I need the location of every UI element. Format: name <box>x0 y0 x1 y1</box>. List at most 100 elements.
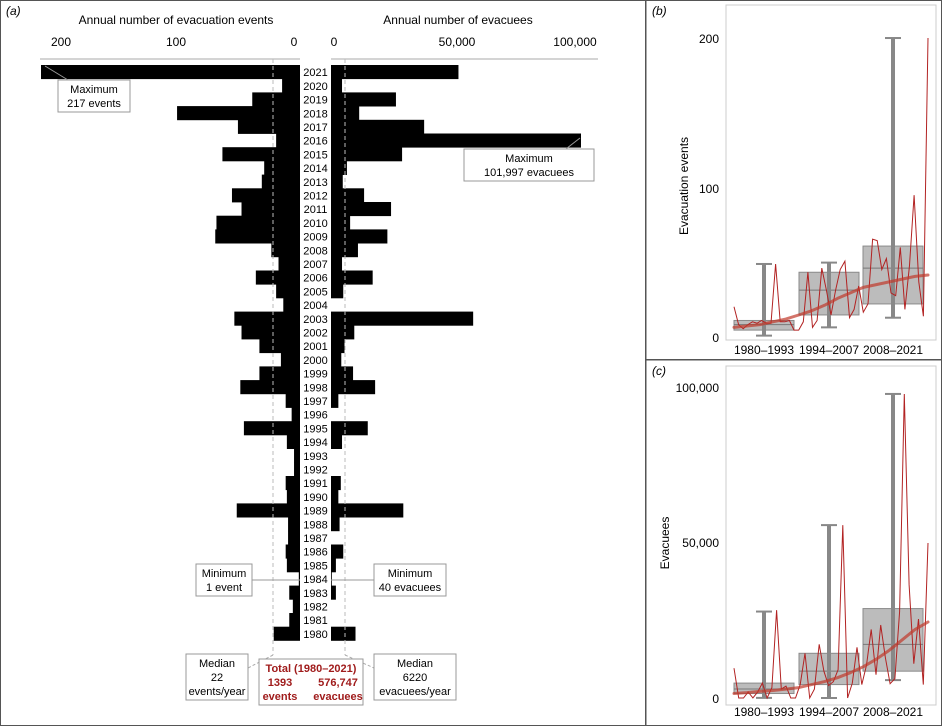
evacuees-bar <box>331 544 344 559</box>
evacuees-bar <box>331 517 340 532</box>
evacuees-bar <box>331 325 355 340</box>
evacuees-bar <box>331 558 336 573</box>
events-bar <box>231 188 300 203</box>
evacuees-bar <box>331 503 404 518</box>
panel-b-ytick: 200 <box>699 32 719 46</box>
events-bar <box>216 215 300 230</box>
panel-b-xtick: 2008–2021 <box>863 343 923 357</box>
events-bar <box>294 462 300 477</box>
median-evacuees-text: 6220 <box>403 672 427 684</box>
median-evacuees-box <box>373 653 457 701</box>
total-events-value: 1393 <box>268 677 292 689</box>
right-tick-label: 100,000 <box>553 35 597 49</box>
year-label: 1995 <box>303 423 327 435</box>
evacuees-bar <box>331 434 343 449</box>
year-label: 2019 <box>303 95 327 107</box>
events-bar <box>294 448 300 463</box>
events-bar <box>243 421 300 436</box>
evacuees-bar <box>331 160 347 175</box>
median-events-box <box>185 653 249 701</box>
panel-c-plot <box>732 392 930 700</box>
median-events-text: Median <box>199 658 235 670</box>
events-bar <box>283 297 300 312</box>
total-evacuees-value: 576,747 <box>318 677 358 689</box>
year-label: 2017 <box>303 122 327 134</box>
evacuees-bar <box>331 585 336 600</box>
events-bar <box>276 133 300 148</box>
year-label: 2010 <box>303 218 327 230</box>
year-label: 2021 <box>303 67 327 79</box>
median-evacuees-text: evacuees/year <box>379 686 451 698</box>
events-bar <box>288 517 300 532</box>
year-label: 1993 <box>303 451 327 463</box>
year-label: 1985 <box>303 560 327 572</box>
panel-c-ytick: 50,000 <box>682 536 719 550</box>
total-box <box>258 658 364 706</box>
max-events-box <box>57 79 131 113</box>
events-bar <box>286 489 300 504</box>
events-bar <box>282 78 300 93</box>
year-label: 2000 <box>303 355 327 367</box>
panel-c-xtick: 1994–2007 <box>799 705 859 719</box>
evacuees-bar <box>331 476 341 491</box>
events-bar <box>222 147 300 162</box>
evacuees-bar <box>331 119 425 134</box>
events-bar <box>271 243 300 258</box>
year-label: 1983 <box>303 588 327 600</box>
year-label: 1984 <box>303 574 327 586</box>
events-bar <box>280 352 300 367</box>
total-events-unit: events <box>263 691 298 703</box>
max-evacuees-box <box>463 148 595 182</box>
evacuees-bar <box>331 174 343 189</box>
panel-b-xtick: 1994–2007 <box>799 343 859 357</box>
year-label: 2008 <box>303 245 327 257</box>
events-bar <box>236 503 300 518</box>
evacuees-bar <box>331 202 392 217</box>
events-bar <box>285 476 300 491</box>
year-label: 2018 <box>303 108 327 120</box>
events-bar <box>259 339 300 354</box>
events-bar <box>289 585 300 600</box>
year-label: 2007 <box>303 259 327 271</box>
left-tick-label: 200 <box>51 35 71 49</box>
median-events-text: events/year <box>189 686 246 698</box>
trend-line <box>732 620 930 695</box>
min-events-text: 1 event <box>206 582 242 594</box>
year-label: 1991 <box>303 478 327 490</box>
evacuees-bar <box>331 133 581 148</box>
evacuees-bar <box>331 571 332 586</box>
events-bar <box>255 270 300 285</box>
year-label: 1989 <box>303 506 327 518</box>
trend-line <box>732 273 930 329</box>
annual-series-line <box>733 393 929 700</box>
events-bar <box>286 434 300 449</box>
max-evacuees-text: Maximum <box>505 153 553 165</box>
events-bar <box>288 530 300 545</box>
year-label: 2013 <box>303 177 327 189</box>
year-label: 2020 <box>303 81 327 93</box>
evacuees-bar <box>331 380 376 395</box>
year-label: 1987 <box>303 533 327 545</box>
events-bar <box>278 256 300 271</box>
events-bar <box>177 106 300 121</box>
year-label: 1997 <box>303 396 327 408</box>
panel-b-label: (b) <box>652 4 667 18</box>
evacuees-bar <box>331 147 403 162</box>
events-bar <box>241 202 300 217</box>
year-label: 2006 <box>303 273 327 285</box>
evacuees-bar <box>331 311 474 326</box>
panel-c-ytick: 100,000 <box>676 381 720 395</box>
year-label: 1999 <box>303 369 327 381</box>
panel-b-plot <box>732 37 930 337</box>
median-events-text: 22 <box>211 672 223 684</box>
year-label: 1982 <box>303 602 327 614</box>
events-bar <box>261 174 300 189</box>
events-bar <box>41 65 300 80</box>
panel-c-ytick: 0 <box>712 692 719 706</box>
events-bar <box>285 393 300 408</box>
year-label: 1981 <box>303 615 327 627</box>
panel-c-xtick: 1980–1993 <box>734 705 794 719</box>
left-tick-label: 100 <box>166 35 186 49</box>
